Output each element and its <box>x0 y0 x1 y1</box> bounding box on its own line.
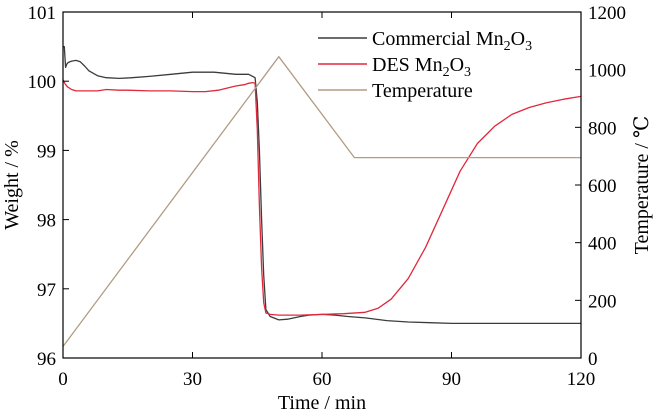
x-tick-label: 90 <box>442 369 461 390</box>
y-left-tick-label: 100 <box>28 72 57 93</box>
y-right-tick-label: 1200 <box>588 3 626 24</box>
legend-label-3: Temperature <box>372 80 473 102</box>
y-right-tick-label: 800 <box>588 118 617 139</box>
y-axis-left-title: Weight / % <box>1 140 23 229</box>
x-tick-label: 60 <box>313 369 332 390</box>
series-line-3 <box>62 56 581 347</box>
series-line-1 <box>63 45 581 325</box>
y-left-tick-label: 96 <box>37 349 56 370</box>
x-tick-label: 0 <box>58 369 68 390</box>
y-left-tick-label: 101 <box>28 3 57 24</box>
y-left-tick-label: 97 <box>37 280 56 301</box>
y-axis-right-title: Temperature / ℃ <box>631 116 653 255</box>
y-right-tick-label: 1000 <box>588 61 626 82</box>
x-tick-label: 120 <box>567 369 596 390</box>
x-axis-title: Time / min <box>278 392 366 413</box>
ticks-layer: 0 30 60 90 120 96 97 98 99 100 101 0 200 400 600 800 100… <box>28 3 627 390</box>
y-left-tick-label: 98 <box>37 211 56 232</box>
y-right-tick-label: 400 <box>588 234 617 255</box>
x-tick-label: 30 <box>183 369 202 390</box>
y-right-tick-label: 200 <box>588 291 617 312</box>
y-right-tick-label: 0 <box>588 349 598 370</box>
series-line-2 <box>62 79 582 316</box>
legend-label-1: Commercial Mn2O3 <box>372 28 532 54</box>
legend-label-2: DES Mn2O3 <box>372 54 471 80</box>
y-right-tick-label: 600 <box>588 176 617 197</box>
series-layer <box>62 45 582 347</box>
y-left-tick-label: 99 <box>37 141 56 162</box>
